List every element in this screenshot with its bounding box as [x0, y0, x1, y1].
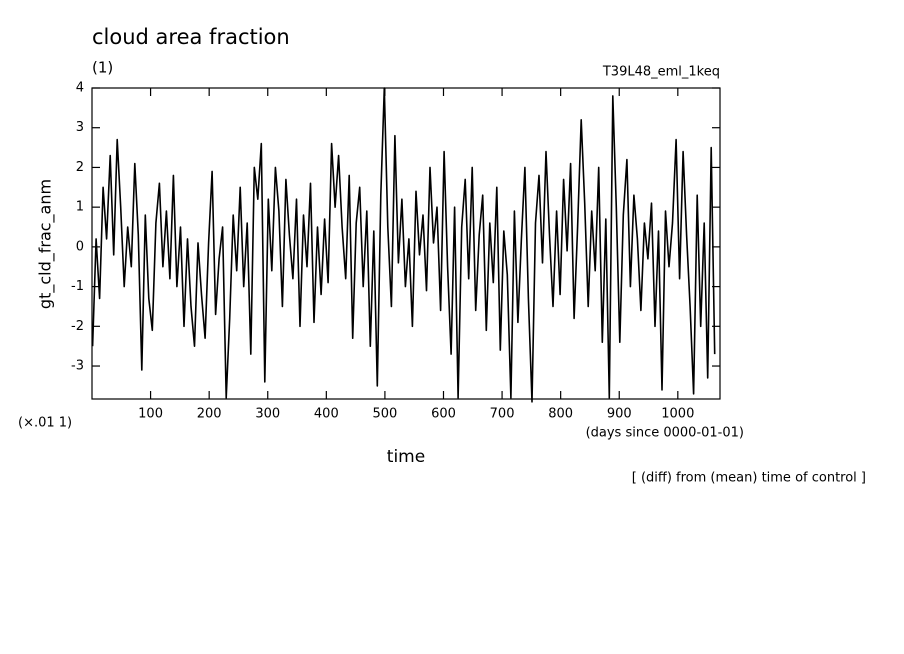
y-tick-label: 3 [76, 120, 84, 135]
x-tick-label: 800 [548, 407, 573, 422]
subtitle: (1) [92, 59, 113, 77]
x-tick-label: 300 [255, 407, 280, 422]
x-tick-label: 400 [314, 407, 339, 422]
x-tick-label: 100 [138, 407, 163, 422]
y-tick-label: 1 [76, 200, 84, 215]
y-scale-label: (×.01 1) [18, 416, 72, 431]
y-tick-label: 0 [76, 239, 84, 254]
x-tick-label: 700 [490, 407, 515, 422]
y-tick-label: 4 [76, 81, 84, 96]
y-tick-label: -2 [71, 319, 84, 334]
x-tick-label: 600 [431, 407, 456, 422]
y-axis-label: gt_cld_frac_anm [36, 179, 56, 309]
x-tick-label: 500 [372, 407, 397, 422]
x-tick-label: 1000 [661, 407, 694, 422]
run-label: T39L48_eml_1keq [602, 65, 720, 80]
x-tick-label: 900 [607, 407, 632, 422]
chart-title: cloud area fraction [92, 25, 290, 49]
y-tick-label: -3 [71, 359, 84, 374]
y-tick-label: -1 [71, 279, 84, 294]
note: [ (diff) from (mean) time of control ] [632, 471, 866, 486]
x-axis-label: time [387, 447, 425, 467]
x-tick-label: 200 [197, 407, 222, 422]
data-line [91, 87, 716, 403]
plot-frame [91, 87, 721, 400]
y-tick-label: 2 [76, 160, 84, 175]
x-unit-label: (days since 0000-01-01) [586, 426, 744, 441]
